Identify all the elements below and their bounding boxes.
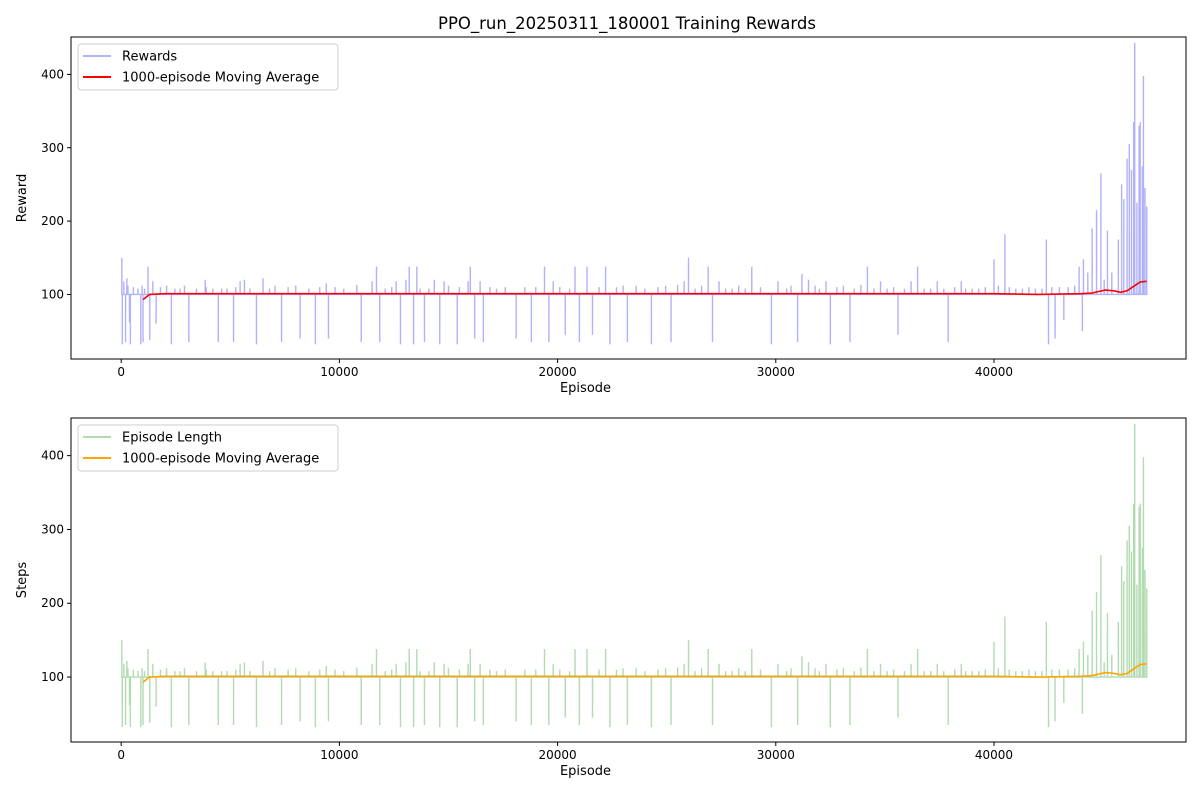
rewards-y-tick-label: 300 (41, 141, 64, 155)
steps-x-axis-label: Episode (560, 764, 611, 779)
rewards-legend-label: 1000-episode Moving Average (122, 71, 319, 86)
rewards-x-tick-label: 40000 (975, 365, 1013, 379)
rewards-raw-series-line (121, 42, 1148, 345)
rewards-legend-box (77, 43, 339, 91)
steps-axes-frame (70, 417, 1187, 743)
rewards-x-axis-label: Episode (560, 381, 611, 396)
steps-x-tick-label: 30000 (757, 748, 795, 762)
rewards-y-tick-label: 200 (41, 214, 64, 228)
rewards-x-tick-label: 30000 (757, 365, 795, 379)
rewards-axes-frame (70, 36, 1187, 360)
steps-panel: 0 10000 20000 30000 40000 100 200 300 400 Episode… (15, 417, 1187, 779)
rewards-y-tick-label: 100 (41, 287, 64, 301)
rewards-panel: 0 10000 20000 30000 40000 100 200 300 400 Episode… (15, 36, 1187, 396)
steps-moving-average-line (142, 662, 1147, 683)
rewards-x-tick-label: 20000 (538, 365, 576, 379)
steps-y-tick-label: 100 (41, 670, 64, 684)
rewards-x-tick-label: 0 (117, 365, 125, 379)
steps-x-tick-label: 40000 (975, 748, 1013, 762)
rewards-y-tick-label: 400 (41, 67, 64, 81)
steps-legend-label: Episode Length (122, 431, 222, 446)
steps-x-tick-label: 10000 (320, 748, 358, 762)
steps-x-tick-label: 0 (117, 748, 125, 762)
steps-y-tick-label: 400 (41, 449, 64, 463)
rewards-moving-average-line (142, 280, 1147, 301)
steps-legend-label: 1000-episode Moving Average (122, 452, 319, 467)
rewards-x-tick-label: 10000 (320, 365, 358, 379)
chart-title: PPO_run_20250311_180001 Training Rewards (438, 14, 816, 34)
steps-legend-box (77, 424, 339, 472)
steps-raw-series-line (121, 423, 1148, 728)
steps-x-tick-label: 20000 (538, 748, 576, 762)
steps-y-tick-label: 300 (41, 522, 64, 536)
rewards-y-axis-label: Reward (15, 174, 30, 222)
steps-y-axis-label: Steps (15, 562, 30, 599)
steps-y-tick-label: 200 (41, 596, 64, 610)
rewards-legend-label: Rewards (122, 50, 177, 65)
